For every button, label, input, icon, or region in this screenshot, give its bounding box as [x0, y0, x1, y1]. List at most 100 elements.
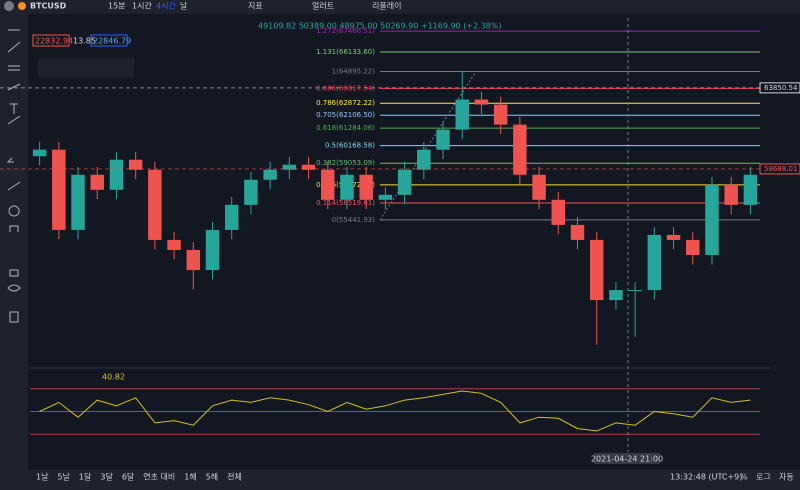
candle-body: [666, 234, 681, 240]
avatar[interactable]: [4, 1, 14, 11]
candle-body: [532, 174, 546, 200]
candle-body: [282, 164, 297, 170]
candle-body: [359, 174, 373, 200]
clock: 13:32:48 (UTC+9): [670, 473, 742, 482]
plot-area: 1.272(67466.51) 1.131(66133.60) 1(64895.22…: [0, 27, 800, 435]
fib-label: 1(64895.22): [332, 67, 376, 75]
fib-label: 0.114(56519.61): [316, 199, 375, 207]
candle-body: [589, 239, 604, 301]
fib-label: 0.5(60168.58): [325, 142, 375, 150]
tool-icons: [6, 29, 21, 323]
candle-body: [436, 129, 450, 150]
fib-label: 0(55441.93): [332, 216, 376, 224]
bottom-bar: [0, 470, 800, 490]
menu-item[interactable]: 리플레이: [372, 1, 401, 11]
range-button[interactable]: 1날: [36, 472, 49, 482]
menu-item[interactable]: 지표: [248, 2, 263, 11]
fib-trend: [379, 71, 477, 221]
scale-button[interactable]: 자동: [779, 473, 794, 482]
btc-icon: [18, 2, 26, 10]
candle-body: [263, 169, 277, 180]
candle-body: [628, 290, 642, 292]
top-bar: [0, 0, 800, 14]
range-button[interactable]: 연초 대비: [143, 473, 175, 482]
fib-label: 0.786(62872.22): [316, 99, 375, 107]
candle-body: [32, 149, 47, 157]
intervals: 15분 1시간 4시간 날: [108, 1, 188, 11]
candle-body: [570, 224, 585, 240]
candle-body: [52, 149, 66, 230]
candle-body: [378, 194, 393, 200]
ranges: 1날 5날 1달 3달 6달 연초 대비 1해 5해 전체: [36, 472, 242, 482]
interval[interactable]: 날: [180, 1, 188, 11]
candle-body: [474, 99, 489, 105]
crosshair-date-box: [594, 453, 660, 464]
candle-body: [321, 169, 335, 200]
range-button[interactable]: 3달: [100, 473, 113, 482]
left-toolbar: [0, 14, 28, 490]
fib-label: 0.382(59053.09): [316, 159, 375, 167]
candle-body: [205, 229, 220, 271]
range-button[interactable]: 6달: [122, 473, 135, 482]
candle-body: [743, 174, 758, 205]
left-value-box: [90, 34, 128, 47]
candle-body: [109, 159, 124, 190]
left-value: 22846.79: [93, 37, 131, 46]
candle-body: [244, 179, 258, 205]
candle-body: [397, 169, 412, 195]
candle-body: [167, 239, 181, 250]
interval[interactable]: 4시간: [156, 1, 176, 11]
price-tag-box: [759, 163, 800, 175]
candle-body: [551, 199, 566, 225]
candle-body: [493, 104, 508, 125]
candle-body: [417, 149, 431, 170]
price-tag-box: [759, 82, 800, 94]
candle-body: [609, 290, 623, 301]
ohlc-header: 49109.82 50389.00 48975.00 50269.90 +116…: [258, 22, 502, 31]
range-button[interactable]: 5해: [206, 472, 218, 482]
range-button[interactable]: 1해: [184, 472, 196, 482]
fib-label: 0.618(61284.06): [316, 124, 375, 132]
menu-item[interactable]: 얼러트: [312, 1, 334, 11]
left-value: 13.85: [73, 37, 96, 46]
candle-body: [340, 174, 354, 200]
osc-label: 40.82: [102, 373, 125, 382]
candle-body: [724, 184, 738, 205]
candle-body: [148, 169, 162, 240]
scale-buttons: % 로그 자동: [740, 473, 794, 482]
candle-body: [224, 204, 239, 230]
osc-line: [39, 390, 751, 432]
interval[interactable]: 1시간: [132, 1, 152, 11]
candle-body: [128, 159, 143, 170]
toolbar-glyphs: [6, 29, 21, 323]
scale-button[interactable]: %: [740, 473, 748, 482]
price-tag: 58688.01: [764, 165, 797, 173]
candle-body: [513, 124, 527, 175]
menu: 지표 얼러트 리플레이: [248, 1, 401, 11]
range-button[interactable]: 전체: [227, 472, 242, 482]
fib-label: 1.272(67466.51): [316, 27, 375, 35]
left-value-box: [32, 34, 70, 47]
scale-button[interactable]: 로그: [756, 473, 771, 482]
crosshair-date: 2021-04-24 21:00: [591, 455, 663, 464]
candle-body: [686, 239, 700, 255]
fib-label: 1.131(66133.60): [316, 48, 375, 56]
candle-body: [705, 184, 719, 255]
symbol[interactable]: BTCUSD: [30, 2, 67, 11]
fib-label: 0.705(62106.50): [316, 111, 375, 119]
candle-body: [647, 234, 662, 291]
candle-body: [186, 249, 201, 271]
candle-body: [455, 99, 469, 130]
price-tag: 63850.54: [764, 84, 798, 92]
candle-body: [301, 164, 316, 170]
drawing-toolbar[interactable]: [38, 58, 134, 78]
range-button[interactable]: 5날: [57, 472, 70, 482]
fib-label: 0.886(63817.54): [316, 84, 375, 92]
range-button[interactable]: 1달: [79, 473, 92, 482]
candle-body: [90, 174, 104, 190]
left-value: 22832.94: [35, 37, 73, 46]
interval[interactable]: 15분: [108, 2, 126, 11]
candle-body: [71, 174, 85, 230]
